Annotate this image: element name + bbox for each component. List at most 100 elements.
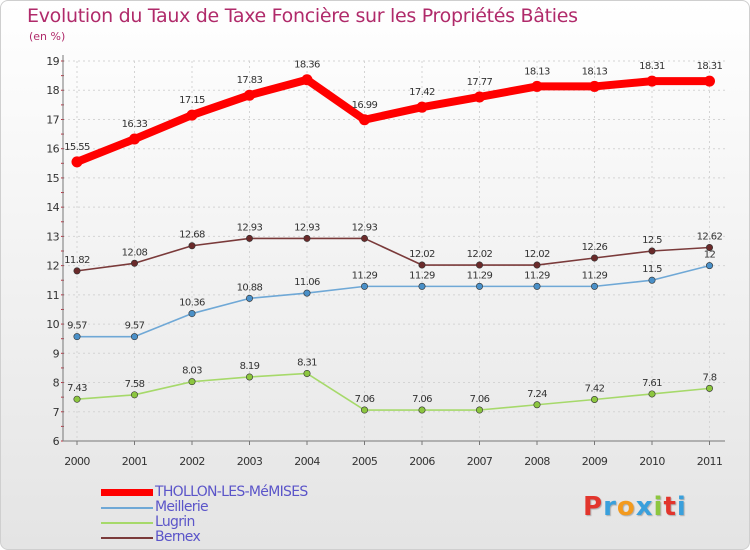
data-label-meillerie: 11.06 — [294, 277, 320, 288]
data-point-thollon-les-m-mises — [589, 80, 600, 92]
data-label-meillerie: 11.29 — [409, 270, 435, 281]
data-point-thollon-les-m-mises — [474, 91, 485, 103]
data-point-thollon-les-m-mises — [186, 109, 198, 121]
logo-letter: x — [635, 492, 654, 522]
data-point-meillerie — [705, 262, 713, 270]
data-point-bernex — [418, 261, 426, 269]
y-tick-label: 12 — [46, 260, 59, 273]
data-label-thollon-les-m-mises: 18.31 — [639, 61, 665, 72]
data-point-lugrin — [418, 406, 426, 414]
y-tick-label: 15 — [46, 172, 59, 185]
legend-swatch — [101, 489, 153, 496]
legend-swatch — [101, 522, 153, 524]
data-label-thollon-les-m-mises: 18.13 — [524, 66, 550, 77]
data-point-thollon-les-m-mises — [359, 114, 370, 126]
data-label-lugrin: 7.24 — [527, 389, 547, 400]
data-point-thollon-les-m-mises — [416, 101, 428, 113]
data-point-lugrin — [590, 395, 598, 403]
data-labels: 9.57 9.57 10.36 10.88 11.06 11.29 11.29 11.29 11… — [64, 60, 723, 405]
data-point-bernex — [705, 243, 713, 251]
y-tick-label: 16 — [46, 143, 59, 156]
data-label-lugrin: 7.42 — [585, 383, 605, 394]
data-point-lugrin — [475, 406, 483, 414]
series-group — [71, 74, 715, 414]
data-point-meillerie — [360, 282, 368, 290]
data-label-meillerie: 10.36 — [179, 298, 205, 309]
y-tick-label: 10 — [46, 318, 59, 331]
data-label-bernex: 12.08 — [122, 247, 148, 258]
series-line-meillerie — [76, 264, 711, 338]
data-point-lugrin — [303, 369, 311, 377]
data-label-thollon-les-m-mises: 16.99 — [352, 100, 378, 111]
data-point-thollon-les-m-mises — [646, 75, 658, 87]
data-label-lugrin: 8.03 — [182, 366, 202, 377]
data-point-meillerie — [188, 310, 196, 318]
data-point-bernex — [360, 234, 368, 242]
data-point-meillerie — [131, 333, 139, 341]
x-tick-label: 2003 — [237, 455, 263, 468]
data-point-thollon-les-m-mises — [704, 75, 715, 87]
x-tick-label: 2001 — [122, 455, 148, 468]
x-tick-label: 2006 — [409, 455, 435, 468]
series-line-lugrin — [76, 372, 711, 411]
data-point-meillerie — [73, 333, 81, 341]
chart-title: Evolution du Taux de Taxe Foncière sur l… — [27, 5, 578, 27]
data-label-bernex: 12.62 — [697, 231, 723, 242]
x-tick-label: 2010 — [639, 455, 665, 468]
data-label-meillerie: 9.57 — [67, 321, 87, 332]
proxiti-logo: Proxiti — [583, 492, 687, 522]
data-point-bernex — [533, 261, 541, 269]
data-label-bernex: 12.02 — [467, 249, 493, 260]
data-label-thollon-les-m-mises: 16.33 — [122, 119, 148, 130]
legend-label: Bernex — [155, 529, 201, 545]
data-label-bernex: 12.02 — [409, 249, 435, 260]
data-label-meillerie: 11.29 — [524, 270, 550, 281]
x-tick-label: 2004 — [294, 455, 320, 468]
y-tick-label: 9 — [53, 347, 60, 360]
data-point-meillerie — [648, 276, 656, 284]
data-label-lugrin: 7.06 — [412, 394, 432, 405]
axes: 6 7 8 9 10 11 12 13 14 15 16 17 18 19 2000 2001 2002 2003… — [46, 55, 725, 468]
series-line-bernex — [76, 237, 711, 272]
data-point-meillerie — [590, 282, 598, 290]
x-tick-label: 2011 — [697, 455, 723, 468]
data-label-lugrin: 7.61 — [642, 378, 662, 389]
data-label-meillerie: 12 — [704, 250, 716, 261]
data-label-lugrin: 8.31 — [297, 357, 317, 368]
y-tick-label: 6 — [53, 435, 60, 448]
data-label-bernex: 11.82 — [64, 255, 90, 266]
data-point-lugrin — [131, 391, 139, 399]
data-label-bernex: 12.68 — [179, 230, 205, 241]
legend-label: Meillerie — [155, 499, 209, 515]
data-point-lugrin — [73, 395, 81, 403]
y-tick-label: 8 — [53, 377, 60, 390]
logo-letter: o — [616, 492, 636, 522]
data-point-lugrin — [246, 373, 254, 381]
legend-label: THOLLON-LES-MéMISES — [155, 484, 308, 500]
data-label-thollon-les-m-mises: 18.31 — [697, 61, 723, 72]
y-tick-label: 11 — [46, 289, 59, 302]
data-point-thollon-les-m-mises — [129, 133, 140, 145]
y-tick-label: 7 — [53, 406, 60, 419]
x-tick-label: 2008 — [524, 455, 550, 468]
logo-letter: r — [603, 492, 617, 522]
data-label-bernex: 12.5 — [642, 235, 662, 246]
data-point-thollon-les-m-mises — [71, 156, 83, 168]
data-label-thollon-les-m-mises: 18.13 — [582, 66, 608, 77]
y-tick-label: 17 — [46, 113, 59, 126]
data-label-thollon-les-m-mises: 18.36 — [294, 60, 320, 71]
legend-swatch — [101, 507, 153, 509]
unit-label: (en %) — [29, 30, 66, 43]
y-tick-label: 18 — [46, 84, 59, 97]
data-label-bernex: 12.93 — [294, 222, 320, 233]
data-point-meillerie — [418, 282, 426, 290]
grid — [63, 60, 725, 442]
data-label-bernex: 12.02 — [524, 249, 550, 260]
data-point-bernex — [246, 234, 254, 242]
data-point-thollon-les-m-mises — [531, 80, 543, 92]
logo-letter: t — [663, 492, 677, 522]
data-point-lugrin — [360, 406, 368, 414]
data-label-thollon-les-m-mises: 15.55 — [64, 142, 90, 153]
